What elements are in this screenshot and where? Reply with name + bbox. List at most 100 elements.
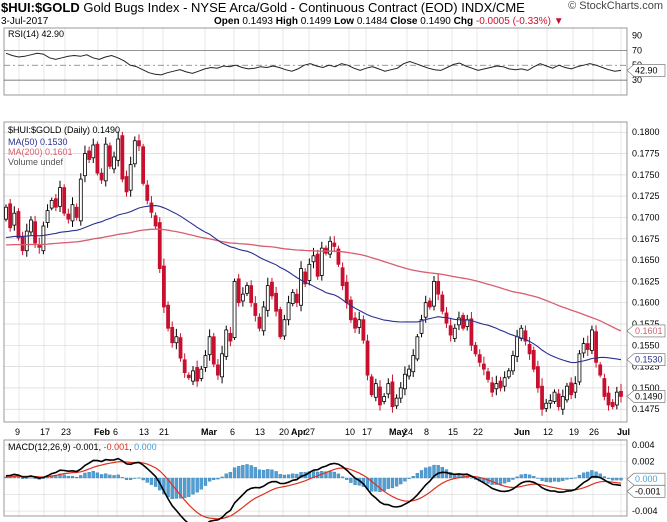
- macd-hist-bar: [536, 477, 540, 479]
- candle: [45, 204, 50, 228]
- candle-body: [112, 156, 116, 170]
- candle: [145, 180, 150, 205]
- candle: [419, 314, 424, 338]
- candle: [278, 306, 283, 340]
- x-day-label: 20: [279, 427, 289, 437]
- candle-body: [415, 336, 420, 360]
- candle-body: [107, 145, 112, 167]
- candle-body: [394, 397, 399, 407]
- chg-label: Chg: [453, 16, 474, 27]
- macd-hist-bar: [25, 477, 29, 479]
- candle: [361, 315, 366, 344]
- candle: [481, 356, 486, 376]
- candle-body: [203, 355, 208, 368]
- candle: [610, 399, 615, 410]
- candle-body: [515, 336, 520, 357]
- candle-body: [240, 293, 245, 302]
- candle-body: [457, 317, 461, 326]
- candle: [132, 136, 137, 168]
- candle-body: [265, 285, 270, 311]
- candle-body: [41, 225, 46, 252]
- macd-hist-bar: [70, 475, 75, 479]
- price-tick-label: 0.1775: [632, 149, 660, 159]
- candle: [41, 221, 46, 255]
- close-label: Close: [390, 16, 418, 27]
- rsi-tag-text: 42.90: [635, 65, 658, 75]
- candle-body: [365, 340, 370, 376]
- price-tick-label: 0.1600: [632, 298, 660, 308]
- rsi-tick-label: 30: [632, 75, 642, 85]
- candle-body: [303, 271, 308, 285]
- macd-hist-bar: [137, 477, 141, 479]
- macd-hist-bar: [328, 471, 332, 479]
- exchange: INDX/CME: [461, 0, 525, 15]
- candle: [62, 184, 67, 216]
- macd-hist-bar: [257, 469, 262, 479]
- rsi-tag-bg: [626, 64, 666, 77]
- candle-body: [540, 385, 544, 410]
- candle-body: [581, 343, 586, 354]
- candle-body: [328, 240, 333, 255]
- macd-hist-bar: [241, 465, 245, 479]
- macd-hist-bar: [403, 477, 407, 482]
- macd-hist-bar: [224, 473, 228, 479]
- legend-main-label: $HUI:$GOLD (Daily): [8, 125, 90, 135]
- macd-hist-bar: [166, 477, 170, 498]
- x-day-label: 24: [403, 427, 413, 437]
- macd-hist-bar: [432, 464, 436, 479]
- candle-body: [270, 281, 274, 297]
- candle: [511, 350, 515, 375]
- price-legend: $HUI:$GOLD (Daily) 0.1490 MA(50) 0.1530 …: [8, 125, 120, 167]
- candle-body: [182, 359, 187, 373]
- candle-body: [149, 202, 154, 213]
- macd-tag-text: -0.001: [635, 486, 661, 496]
- candle-body: [590, 329, 594, 351]
- x-day-label: 21: [159, 427, 169, 437]
- high-value: 0.1499: [300, 16, 332, 27]
- candle: [378, 380, 382, 411]
- macd-hist-bar: [590, 470, 594, 479]
- macd-hist-bar: [232, 467, 237, 479]
- candle: [203, 350, 208, 372]
- candle: [4, 204, 8, 222]
- candles: [4, 131, 623, 416]
- macd-hist-bar: [307, 471, 311, 479]
- candle-body: [548, 400, 553, 404]
- macd-hist-bar: [444, 469, 449, 479]
- candle: [386, 378, 391, 399]
- candle-body: [307, 263, 312, 281]
- ohlc-summary: Open 0.1493 High 0.1499 Low 0.1484 Close…: [214, 16, 564, 27]
- candle-body: [506, 370, 511, 378]
- x-day-label: 12: [543, 427, 553, 437]
- chart-date: 3-Jul-2017: [1, 16, 49, 27]
- candle: [128, 156, 133, 197]
- candle-body: [577, 353, 582, 383]
- candle-body: [232, 280, 237, 339]
- candle-body: [477, 354, 482, 363]
- macd-hist-bar: [29, 477, 33, 479]
- x-day-label: 27: [305, 427, 315, 437]
- candle-body: [145, 184, 150, 201]
- low-value: 0.1484: [356, 16, 388, 27]
- macd-hist-bar: [253, 467, 257, 479]
- candle: [103, 137, 108, 187]
- symbol-description: Gold Bugs Index - NYSE Arca/Gold - Conti…: [83, 0, 458, 15]
- price-axis: 0.1800 0.1775 0.1750 0.1725 0.1700 0.1675 0.16…: [632, 127, 660, 414]
- candle: [315, 249, 320, 280]
- candle: [149, 196, 154, 218]
- macd-hist-bar: [540, 477, 544, 481]
- candle-body: [162, 265, 166, 308]
- candle-body: [66, 213, 71, 220]
- candle-body: [423, 302, 428, 318]
- price-panel: 0.1800 0.1775 0.1750 0.1725 0.1700 0.1675 0.16…: [3, 121, 666, 423]
- rsi-label: RSI(14) 42.90: [8, 29, 64, 39]
- candle-body: [465, 319, 470, 327]
- macd-hist-bar: [594, 471, 598, 479]
- candle-body: [369, 376, 374, 396]
- candle: [99, 168, 104, 184]
- candle-body: [290, 292, 295, 304]
- candle-body: [249, 285, 254, 304]
- candle-body: [274, 292, 278, 312]
- candle: [427, 297, 432, 310]
- macd-hist-bar: [291, 473, 295, 479]
